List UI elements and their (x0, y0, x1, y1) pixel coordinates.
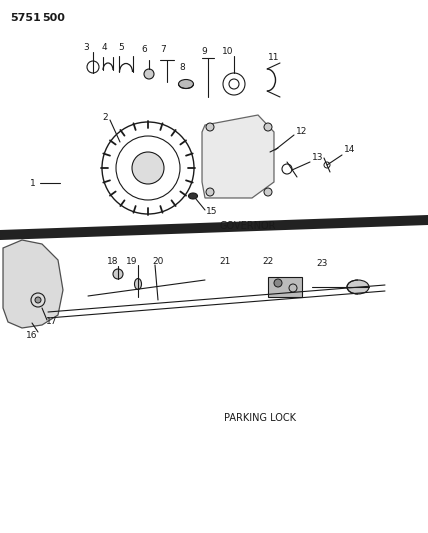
Ellipse shape (134, 279, 142, 289)
Text: 10: 10 (222, 47, 234, 56)
Text: 6: 6 (141, 45, 147, 54)
Text: 3: 3 (83, 43, 89, 52)
Circle shape (264, 123, 272, 131)
Text: 18: 18 (107, 257, 119, 266)
Text: 13: 13 (312, 154, 324, 163)
Text: 8: 8 (179, 62, 185, 71)
Text: 1: 1 (30, 179, 36, 188)
Ellipse shape (347, 280, 369, 294)
Text: 14: 14 (344, 146, 356, 155)
Circle shape (274, 279, 282, 287)
Text: 5751: 5751 (10, 13, 41, 23)
Text: 4: 4 (101, 43, 107, 52)
Text: 16: 16 (26, 330, 38, 340)
Text: 5: 5 (118, 43, 124, 52)
Polygon shape (202, 115, 274, 198)
Text: 2: 2 (102, 114, 108, 123)
Circle shape (35, 297, 41, 303)
Text: 21: 21 (219, 257, 231, 266)
Bar (268, 277, 302, 297)
Text: 11: 11 (268, 53, 280, 62)
Text: 12: 12 (296, 127, 308, 136)
Polygon shape (0, 215, 428, 240)
Text: 500: 500 (42, 13, 65, 23)
Ellipse shape (178, 79, 193, 88)
Circle shape (206, 188, 214, 196)
Ellipse shape (188, 193, 197, 199)
Text: 9: 9 (201, 47, 207, 56)
Text: GOVERNOR: GOVERNOR (220, 221, 276, 231)
Text: 15: 15 (206, 207, 218, 216)
Circle shape (113, 269, 123, 279)
Polygon shape (3, 240, 63, 328)
Text: 22: 22 (262, 257, 273, 266)
Circle shape (132, 152, 164, 184)
Text: PARKING LOCK: PARKING LOCK (224, 413, 296, 423)
Text: 20: 20 (152, 257, 163, 266)
Circle shape (206, 123, 214, 131)
Text: 19: 19 (126, 257, 138, 266)
Text: 23: 23 (316, 260, 328, 269)
Text: 17: 17 (46, 318, 58, 327)
Text: 7: 7 (160, 45, 166, 54)
Circle shape (144, 69, 154, 79)
Circle shape (264, 188, 272, 196)
